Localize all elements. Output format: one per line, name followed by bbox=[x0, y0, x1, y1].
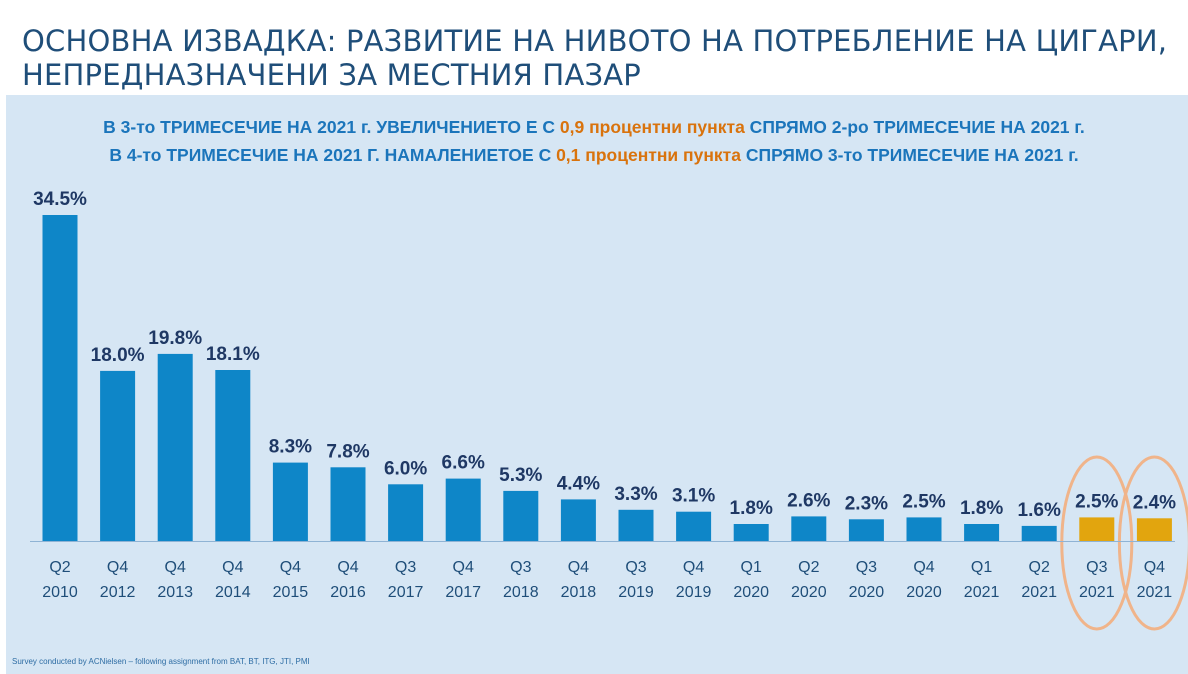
data-label: 8.3% bbox=[269, 437, 312, 458]
bar-q2-2020 bbox=[791, 516, 827, 541]
tick-label-year: 2020 bbox=[849, 584, 885, 601]
bar-q2-2021 bbox=[1021, 525, 1057, 541]
bar-q3-2020 bbox=[848, 519, 884, 541]
tick-label-year: 2021 bbox=[1021, 584, 1057, 601]
tick-label-quarter: Q3 bbox=[395, 559, 416, 576]
data-label: 1.6% bbox=[1018, 500, 1061, 521]
bar-q3-2018 bbox=[503, 490, 539, 541]
bar-q3-2021 bbox=[1079, 517, 1115, 541]
bar-q4-2020 bbox=[906, 517, 942, 541]
data-label: 19.8% bbox=[148, 328, 202, 349]
tick-label-quarter: Q1 bbox=[971, 559, 992, 576]
data-label: 4.4% bbox=[557, 473, 600, 494]
tick-label-quarter: Q2 bbox=[1029, 559, 1050, 576]
bar-q4-2019 bbox=[676, 511, 712, 541]
tick-label-quarter: Q4 bbox=[337, 559, 358, 576]
subtitle-line-1-highlight: 0,9 процентни пункта bbox=[559, 117, 745, 137]
tick-label-quarter: Q4 bbox=[222, 559, 243, 576]
tick-label-year: 2019 bbox=[676, 584, 712, 601]
data-label: 6.0% bbox=[384, 458, 427, 479]
data-label: 1.8% bbox=[960, 498, 1003, 519]
tick-label-year: 2021 bbox=[964, 584, 1000, 601]
page-title: ОСНОВНА ИЗВАДКА: РАЗВИТИЕ НА НИВОТО НА П… bbox=[22, 24, 1172, 92]
data-label: 6.6% bbox=[442, 453, 485, 474]
subtitle-line-2-highlight: 0,1 процентни пункта bbox=[556, 145, 741, 165]
data-label: 5.3% bbox=[499, 465, 542, 486]
tick-label-year: 2019 bbox=[618, 584, 654, 601]
tick-label-year: 2021 bbox=[1137, 584, 1173, 601]
data-label: 2.5% bbox=[902, 491, 945, 512]
data-label: 18.1% bbox=[206, 344, 260, 365]
footnote: Survey conducted by ACNielsen – followin… bbox=[12, 657, 310, 666]
data-label: 34.5% bbox=[33, 189, 87, 210]
tick-label-year: 2017 bbox=[388, 584, 424, 601]
highlight-circle bbox=[1060, 455, 1134, 631]
data-label: 3.3% bbox=[614, 484, 657, 505]
tick-label-quarter: Q1 bbox=[741, 559, 762, 576]
tick-label-year: 2020 bbox=[733, 584, 769, 601]
bar-q3-2017 bbox=[388, 484, 424, 541]
bar-q4-2017 bbox=[445, 478, 481, 541]
bar-q4-2018 bbox=[560, 499, 596, 541]
bar-q4-2013 bbox=[157, 353, 193, 541]
tick-label-year: 2020 bbox=[791, 584, 827, 601]
tick-label-year: 2017 bbox=[445, 584, 481, 601]
tick-label-year: 2018 bbox=[503, 584, 539, 601]
tick-label-quarter: Q4 bbox=[913, 559, 934, 576]
tick-label-year: 2013 bbox=[157, 584, 193, 601]
tick-label-year: 2015 bbox=[273, 584, 309, 601]
subtitle-line-2: В 4-то ТРИМЕСЕЧИЕ НА 2021 Г. НАМАЛЕНИЕТО… bbox=[0, 145, 1188, 166]
tick-label-year: 2021 bbox=[1079, 584, 1115, 601]
tick-label-year: 2012 bbox=[100, 584, 136, 601]
bar-q4-2021 bbox=[1136, 518, 1172, 541]
bar-q4-2014 bbox=[215, 370, 251, 541]
tick-label-quarter: Q4 bbox=[280, 559, 301, 576]
title-line-1: ОСНОВНА ИЗВАДКА: РАЗВИТИЕ НА НИВОТО НА П… bbox=[22, 24, 1168, 58]
highlight-circle bbox=[1117, 455, 1188, 631]
bar-q4-2012 bbox=[100, 370, 136, 541]
tick-label-year: 2018 bbox=[561, 584, 597, 601]
subtitle-line-1-start: В 3-то ТРИМЕСЕЧИЕ НА 2021 г. УВЕЛИЧЕНИЕТ… bbox=[103, 117, 560, 137]
tick-label-quarter: Q3 bbox=[625, 559, 646, 576]
data-label: 2.5% bbox=[1075, 491, 1118, 512]
bar-q2-2010 bbox=[42, 215, 78, 541]
data-label: 18.0% bbox=[91, 345, 145, 366]
data-label: 1.8% bbox=[730, 498, 773, 519]
tick-label-year: 2016 bbox=[330, 584, 366, 601]
tick-label-quarter: Q3 bbox=[1086, 559, 1107, 576]
bar-q1-2021 bbox=[964, 524, 1000, 541]
data-label: 2.3% bbox=[845, 493, 888, 514]
bar-q4-2015 bbox=[272, 462, 308, 541]
data-label: 2.6% bbox=[787, 490, 830, 511]
bar-q1-2020 bbox=[733, 524, 769, 541]
tick-label-year: 2014 bbox=[215, 584, 251, 601]
data-label: 7.8% bbox=[326, 441, 369, 462]
subtitle-line-2-start: В 4-то ТРИМЕСЕЧИЕ НА 2021 Г. НАМАЛЕНИЕТО… bbox=[109, 145, 557, 165]
chart-panel bbox=[6, 95, 1188, 674]
tick-label-quarter: Q4 bbox=[165, 559, 186, 576]
tick-label-quarter: Q4 bbox=[568, 559, 589, 576]
tick-label-year: 2020 bbox=[906, 584, 942, 601]
tick-label-quarter: Q3 bbox=[856, 559, 877, 576]
tick-label-year: 2010 bbox=[42, 584, 78, 601]
data-label: 3.1% bbox=[672, 486, 715, 507]
title-line-2: НЕПРЕДНАЗНАЧЕНИ ЗА МЕСТНИЯ ПАЗАР bbox=[22, 58, 641, 92]
tick-label-quarter: Q4 bbox=[683, 559, 704, 576]
bar-q4-2016 bbox=[330, 467, 366, 541]
subtitle-line-2-end: СПРЯМО 3-то ТРИМЕСЕЧИЕ НА 2021 г. bbox=[740, 145, 1079, 165]
tick-label-quarter: Q3 bbox=[510, 559, 531, 576]
tick-label-quarter: Q2 bbox=[49, 559, 70, 576]
tick-label-quarter: Q4 bbox=[1144, 559, 1165, 576]
tick-label-quarter: Q4 bbox=[453, 559, 474, 576]
subtitle-line-1-end: СПРЯМО 2-ро ТРИМЕСЕЧИЕ НА 2021 г. bbox=[744, 117, 1085, 137]
tick-label-quarter: Q2 bbox=[798, 559, 819, 576]
data-label: 2.4% bbox=[1133, 492, 1176, 513]
subtitle-line-1: В 3-то ТРИМЕСЕЧИЕ НА 2021 г. УВЕЛИЧЕНИЕТ… bbox=[0, 117, 1188, 138]
bar-q3-2019 bbox=[618, 509, 654, 541]
tick-label-quarter: Q4 bbox=[107, 559, 128, 576]
